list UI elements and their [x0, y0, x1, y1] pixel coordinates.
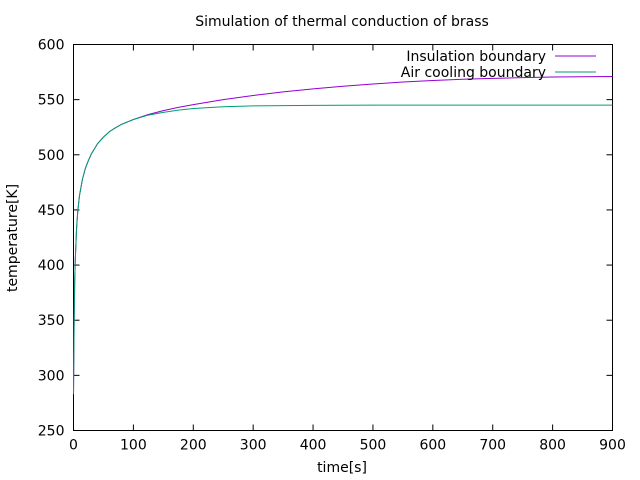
x-tick-label: 0 — [69, 438, 78, 454]
x-tick-label: 400 — [300, 438, 327, 454]
series-lines — [73, 75, 613, 395]
x-tick-label: 300 — [240, 438, 267, 454]
x-axis-ticks: 0 100 200 300 400 500 600 700 800 900 — [69, 44, 626, 454]
series-line-1 — [73, 104, 613, 395]
y-axis-label: temperature[K] — [5, 184, 21, 292]
legend-label-0: Insulation boundary — [406, 49, 546, 65]
y-tick-label: 400 — [38, 258, 65, 274]
x-tick-label: 600 — [419, 438, 446, 454]
x-tick-label: 900 — [599, 438, 626, 454]
y-tick-label: 450 — [38, 203, 65, 219]
x-tick-label: 800 — [539, 438, 566, 454]
y-tick-label: 250 — [38, 424, 65, 440]
plot-frame — [73, 44, 613, 431]
x-tick-label: 700 — [479, 438, 506, 454]
y-tick-label: 600 — [38, 38, 65, 54]
series-line-0 — [73, 75, 613, 395]
y-tick-label: 300 — [38, 368, 65, 384]
y-tick-label: 500 — [38, 148, 65, 164]
legend-label-1: Air cooling boundary — [401, 65, 546, 81]
y-tick-label: 350 — [38, 313, 65, 329]
x-tick-label: 200 — [180, 438, 207, 454]
y-tick-label: 550 — [38, 93, 65, 109]
x-tick-label: 100 — [120, 438, 147, 454]
x-tick-label: 500 — [360, 438, 387, 454]
x-axis-label: time[s] — [317, 460, 367, 476]
y-axis-ticks: 250 300 350 400 450 500 550 600 — [38, 38, 613, 440]
chart-title: Simulation of thermal conduction of bras… — [195, 14, 489, 30]
